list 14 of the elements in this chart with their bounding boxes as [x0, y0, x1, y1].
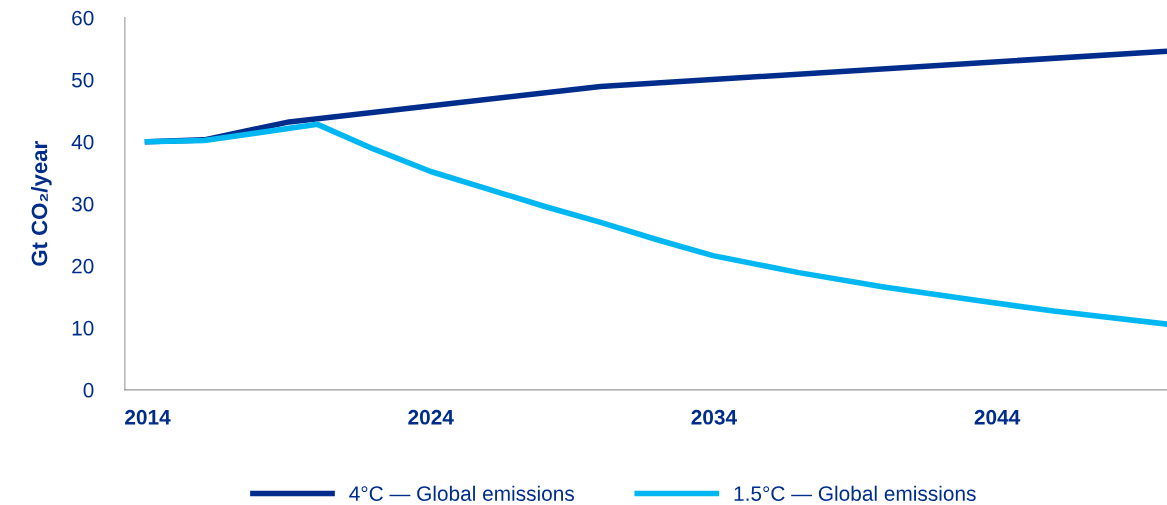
legend-label: 4°C — Global emissions [349, 485, 574, 501]
y-tick-label: 30 [71, 196, 94, 212]
y-tick-label: 40 [71, 134, 94, 150]
x-tick-label: 2034 [691, 409, 737, 425]
y-axis-title: Gt CO₂/year [30, 141, 52, 266]
y-tick-label: 50 [71, 72, 94, 88]
x-tick-label: 2044 [974, 409, 1021, 425]
legend-label: 1.5°C — Global emissions [734, 485, 976, 501]
x-tick-label: 2024 [408, 409, 454, 425]
x-tick-label: 2014 [125, 409, 171, 425]
y-tick-label: 60 [72, 10, 94, 26]
y-tick-label: 10 [72, 320, 94, 336]
y-tick-label: 20 [72, 258, 94, 274]
y-tick-label: 0 [83, 382, 94, 398]
